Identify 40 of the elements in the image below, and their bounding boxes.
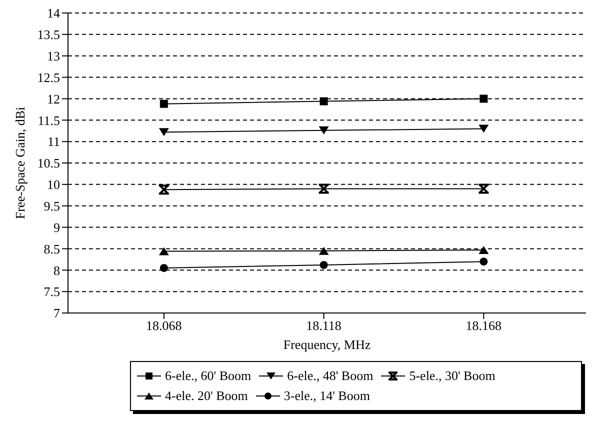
point <box>318 246 329 255</box>
point <box>158 247 169 256</box>
y-tick-label: 13.5 <box>37 27 60 42</box>
point <box>318 126 329 134</box>
legend-label: 4-ele. 20' Boom <box>165 387 248 405</box>
y-tick-label: 11 <box>47 134 60 150</box>
y-tick-label: 9.5 <box>44 198 60 214</box>
y-tick-label: 12.5 <box>37 70 60 85</box>
y-tick-label: 13 <box>47 48 60 64</box>
point <box>480 258 488 266</box>
y-tick-label: 9 <box>54 220 60 235</box>
point <box>160 264 168 272</box>
y-tick-label: 7 <box>54 306 60 321</box>
legend-label: 5-ele., 30' Boom <box>409 367 496 385</box>
point <box>320 97 328 106</box>
legend-label: 6-ele., 60' Boom <box>165 367 252 385</box>
y-tick-label: 10 <box>47 177 60 192</box>
legend-label: 3-ele., 14' Boom <box>284 387 370 405</box>
y-tick-label: 10.5 <box>37 156 60 171</box>
point <box>158 184 170 195</box>
y-tick-label: 7.5 <box>44 284 60 300</box>
y-tick-label: 11.5 <box>38 112 60 128</box>
point <box>158 128 169 136</box>
point <box>478 246 489 254</box>
point <box>478 124 489 133</box>
y-tick-label: 12 <box>47 91 60 106</box>
x-axis-title: Frequency, MHz <box>283 337 371 352</box>
y-tick-label: 8 <box>54 262 60 278</box>
point <box>318 184 330 194</box>
legend-label: 6-ele., 48' Boom <box>287 367 374 385</box>
y-tick-label: 14 <box>47 6 60 21</box>
x-tick-label: 18.118 <box>306 318 342 334</box>
x-tick-label: 18.068 <box>146 318 182 334</box>
point <box>160 100 168 108</box>
point <box>478 184 490 194</box>
point <box>480 94 488 103</box>
y-tick-label: 8.5 <box>44 241 60 256</box>
y-axis-title: Free-Space Gain, dBi <box>12 106 28 220</box>
point <box>320 261 328 269</box>
x-tick-label: 18.168 <box>466 318 502 334</box>
